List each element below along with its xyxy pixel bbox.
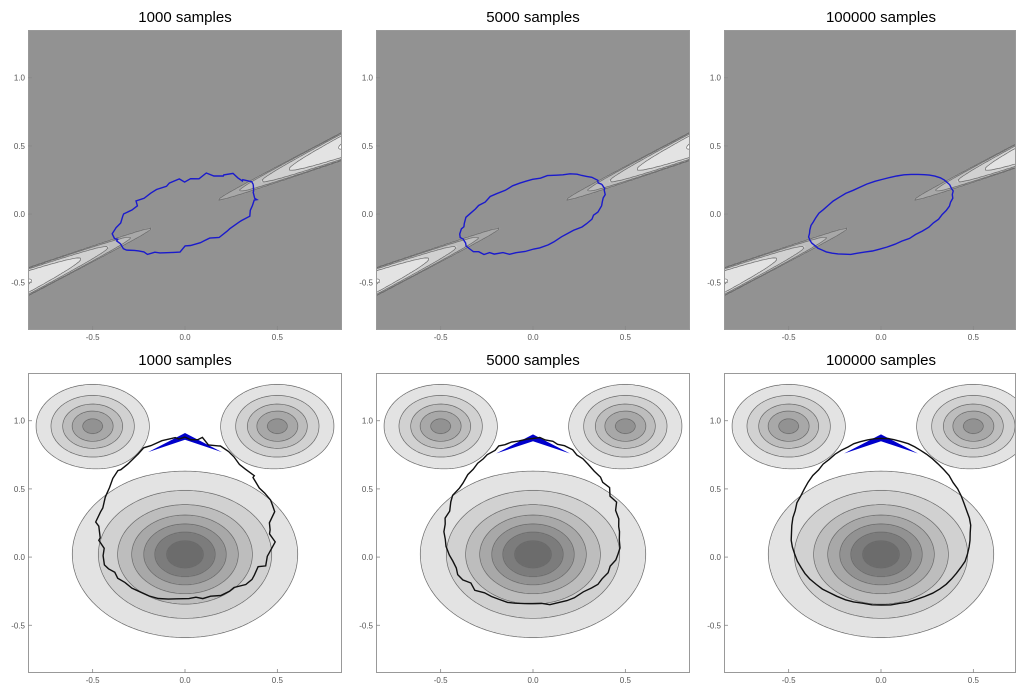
- sampled-curve: [111, 172, 259, 256]
- y-tick-label: 0.0: [14, 553, 26, 562]
- cusp-fill: [148, 433, 222, 453]
- x-tick-label: -0.5: [86, 333, 100, 342]
- contour-plot: [28, 373, 342, 673]
- y-tick-label: 0.0: [710, 553, 722, 562]
- y-tick-label: 0.5: [710, 142, 722, 151]
- contour-line-5: [430, 418, 636, 586]
- contour-line-2: [50, 395, 320, 619]
- y-tick-label: 0.5: [710, 485, 722, 494]
- y-tick-label: -0.5: [707, 278, 721, 287]
- contour-line-7: [514, 540, 552, 569]
- x-tick-label: 0.5: [620, 676, 632, 685]
- contour-line-6: [850, 531, 912, 578]
- contour-plot: [376, 30, 690, 330]
- x-tick-label: 0.0: [527, 676, 539, 685]
- sampled-curve: [443, 436, 621, 606]
- contour-plot: [28, 30, 342, 330]
- y-tick-label: 0.5: [14, 485, 26, 494]
- contour-line-4: [767, 410, 995, 595]
- x-tick-label: -0.5: [782, 333, 796, 342]
- x-tick-label: -0.5: [86, 676, 100, 685]
- panel-title: 1000 samples: [138, 9, 231, 26]
- contour-line-7: [862, 540, 900, 569]
- contour-line-1: [383, 384, 683, 638]
- contour-line-6: [502, 531, 564, 578]
- x-tick-label: -0.5: [434, 333, 448, 342]
- y-tick-label: 1.0: [14, 74, 26, 83]
- x-tick-label: 0.0: [527, 333, 539, 342]
- contour-line-4: [419, 410, 647, 595]
- x-tick-label: 0.5: [272, 676, 284, 685]
- density-fill: [28, 30, 342, 330]
- x-tick-label: 0.5: [968, 676, 980, 685]
- contour-line-1: [731, 384, 1016, 638]
- contour-line-4: [376, 132, 690, 296]
- y-tick-label: -0.5: [11, 621, 25, 630]
- contour-line-2: [398, 395, 668, 619]
- y-tick-label: 1.0: [710, 74, 722, 83]
- x-tick-label: 0.0: [875, 676, 887, 685]
- x-tick-label: 0.0: [875, 333, 887, 342]
- panel-title: 1000 samples: [138, 352, 231, 369]
- contour-line-1: [35, 384, 335, 638]
- contour-line-4: [724, 144, 1016, 296]
- chart-panel-4: 1000 samples -0.5 0.0 0.5 -0.5 0.0 0.5 1.0: [11, 352, 342, 685]
- x-tick-label: 0.5: [272, 333, 284, 342]
- density-fill: [724, 30, 1016, 330]
- panel-title: 100000 samples: [826, 9, 936, 26]
- x-tick-label: 0.0: [179, 676, 191, 685]
- y-tick-label: 1.0: [362, 417, 374, 426]
- x-tick-label: -0.5: [434, 676, 448, 685]
- y-tick-label: -0.5: [359, 621, 373, 630]
- y-tick-label: 0.5: [362, 142, 374, 151]
- y-tick-label: 0.5: [14, 142, 26, 151]
- chart-panel-2: 5000 samples -0.5 0.0 0.5 -0.5 0.0 0.5 1.0: [359, 9, 690, 342]
- y-tick-label: 0.5: [362, 485, 374, 494]
- y-tick-label: 1.0: [710, 417, 722, 426]
- y-tick-label: 0.0: [14, 210, 26, 219]
- x-tick-label: 0.0: [179, 333, 191, 342]
- panel-title: 5000 samples: [486, 352, 579, 369]
- sampled-curve: [807, 173, 954, 256]
- contour-plot: [724, 30, 1016, 330]
- y-tick-label: 0.0: [710, 210, 722, 219]
- sampled-curve: [790, 437, 972, 606]
- contour-line-2: [746, 395, 1016, 619]
- y-tick-label: 0.0: [362, 553, 374, 562]
- contour-line-5: [778, 418, 984, 586]
- contour-line-4: [28, 132, 342, 296]
- density-fill: [376, 30, 690, 330]
- x-tick-label: -0.5: [782, 676, 796, 685]
- panel-title: 100000 samples: [826, 352, 936, 369]
- x-tick-label: 0.5: [620, 333, 632, 342]
- density-fill: [724, 373, 1016, 673]
- chart-panel-6: 100000 samples -0.5 0.0 0.5 -0.5 0.0 0.5 1.0: [707, 352, 1016, 685]
- y-tick-label: -0.5: [707, 621, 721, 630]
- sampled-curve: [458, 173, 606, 256]
- chart-panel-5: 5000 samples -0.5 0.0 0.5 -0.5 0.0 0.5 1.0: [359, 352, 690, 685]
- contour-line-4: [71, 410, 299, 595]
- x-tick-label: 0.5: [968, 333, 980, 342]
- y-tick-label: 1.0: [362, 74, 374, 83]
- contour-line-6: [154, 531, 216, 578]
- chart-panel-1: 1000 samples -0.5 0.0 0.5 -0.5 0.0 0.5 1.0: [11, 9, 342, 342]
- contour-line-5: [82, 418, 288, 586]
- contour-plot: [724, 373, 1016, 673]
- contour-line-3: [62, 403, 308, 605]
- y-tick-label: 0.0: [362, 210, 374, 219]
- panel-title: 5000 samples: [486, 9, 579, 26]
- contour-line-3: [758, 403, 1004, 605]
- y-tick-label: 1.0: [14, 417, 26, 426]
- contour-line-7: [166, 540, 204, 569]
- y-tick-label: -0.5: [359, 278, 373, 287]
- chart-panel-3: 100000 samples -0.5 0.0 0.5 -0.5 0.0 0.5 1.0: [707, 9, 1016, 342]
- y-tick-label: -0.5: [11, 278, 25, 287]
- sampled-curve: [94, 436, 277, 600]
- contour-plot: [376, 373, 690, 673]
